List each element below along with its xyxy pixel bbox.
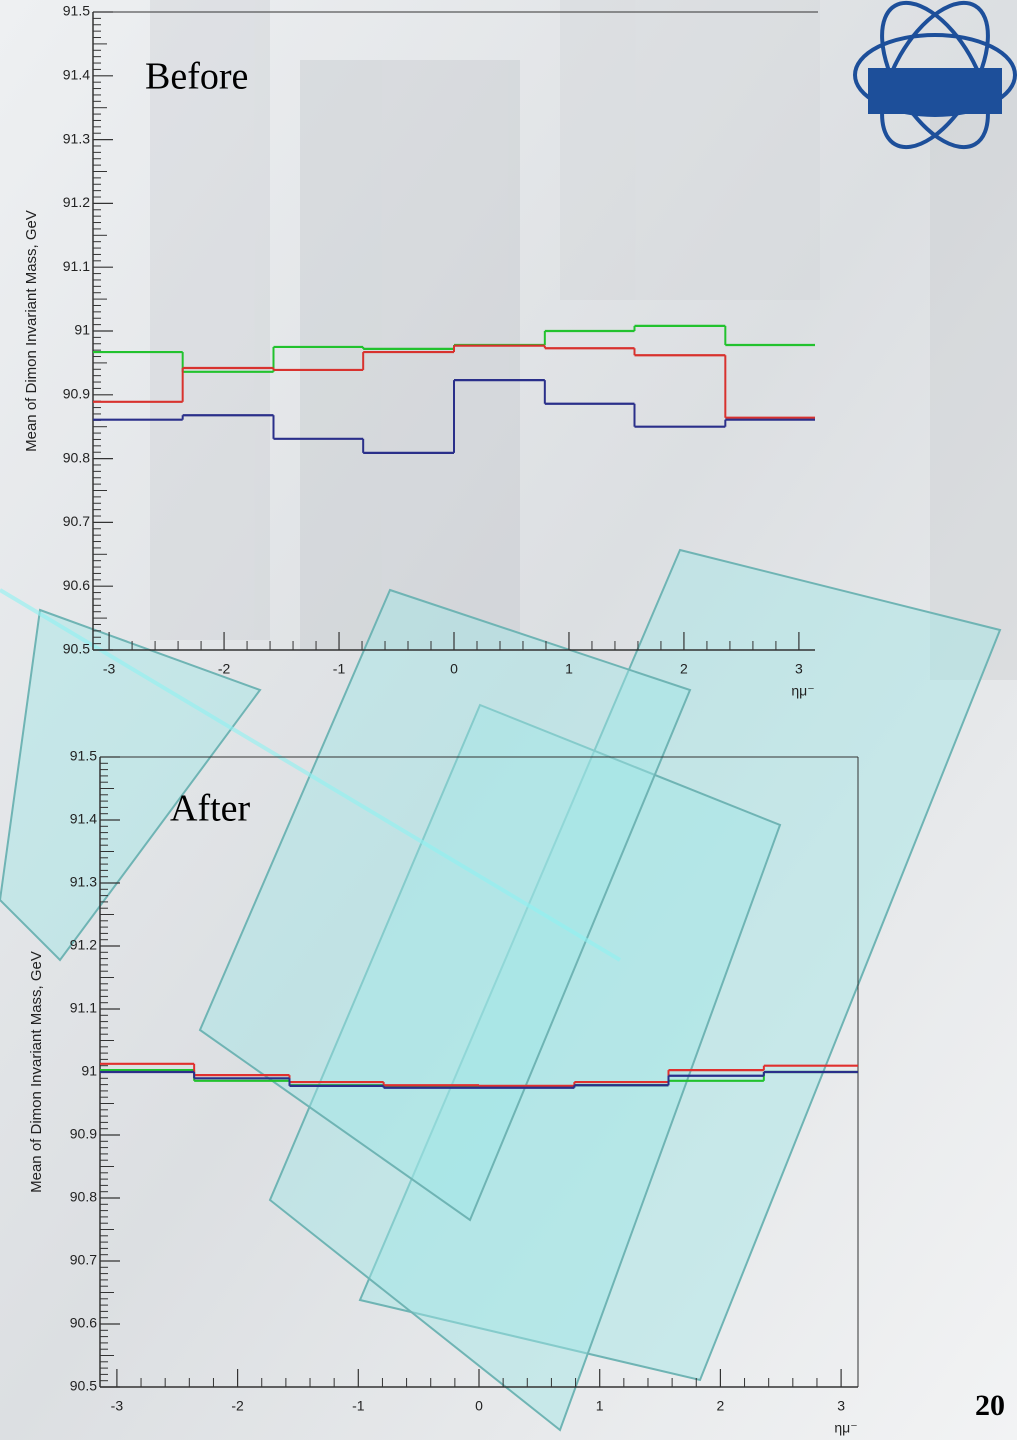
x-axis-title: ημ⁻	[791, 683, 814, 699]
y-axis-title: Mean of Dimon Invariant Mass, GeV	[23, 210, 40, 452]
y-tick-label: 91.5	[63, 3, 90, 19]
y-axis-title: Mean of Dimon Invariant Mass, GeV	[28, 951, 45, 1193]
y-tick-label: 91.3	[63, 130, 90, 146]
x-tick-label: -1	[352, 1398, 365, 1414]
y-tick-label: 91.5	[70, 748, 97, 764]
y-tick-label: 90.9	[63, 386, 90, 402]
y-tick-label: 90.6	[70, 1315, 97, 1331]
y-tick-label: 90.5	[63, 641, 90, 657]
y-tick-label: 91.3	[70, 874, 97, 890]
y-tick-label: 90.8	[70, 1189, 97, 1205]
y-tick-label: 91.4	[63, 67, 90, 83]
x-tick-label: 3	[837, 1398, 845, 1414]
x-tick-label: 1	[565, 661, 573, 677]
y-tick-label: 90.8	[63, 449, 90, 465]
y-tick-label: 91.1	[63, 258, 90, 274]
y-tick-label: 91.2	[70, 937, 97, 953]
x-tick-label: -3	[111, 1398, 124, 1414]
x-tick-label: -2	[218, 661, 231, 677]
y-tick-label: 91	[81, 1063, 97, 1079]
y-tick-label: 90.6	[63, 577, 90, 593]
annotation: After	[170, 788, 251, 830]
x-axis-title: ημ⁻	[834, 1420, 857, 1436]
page-number: 20	[975, 1389, 1005, 1422]
annotation: Before	[145, 56, 248, 98]
y-tick-label: 90.7	[63, 513, 90, 529]
y-tick-label: 90.9	[70, 1126, 97, 1142]
x-tick-label: -3	[103, 661, 116, 677]
x-tick-label: 0	[450, 661, 458, 677]
y-tick-label: 90.7	[70, 1252, 97, 1268]
slide: 20 90.590.690.790.890.99191.191.291.391.…	[0, 0, 1017, 1440]
y-tick-label: 91.2	[63, 194, 90, 210]
x-tick-label: 2	[717, 1398, 725, 1414]
y-tick-label: 91.4	[70, 811, 97, 827]
x-tick-label: 3	[795, 661, 803, 677]
x-tick-label: 0	[475, 1398, 483, 1414]
y-tick-label: 91.1	[70, 1000, 97, 1016]
x-tick-label: -2	[231, 1398, 244, 1414]
x-tick-label: -1	[333, 661, 346, 677]
y-tick-label: 90.5	[70, 1378, 97, 1394]
x-tick-label: 1	[596, 1398, 604, 1414]
y-tick-label: 91	[74, 322, 90, 338]
x-tick-label: 2	[680, 661, 688, 677]
